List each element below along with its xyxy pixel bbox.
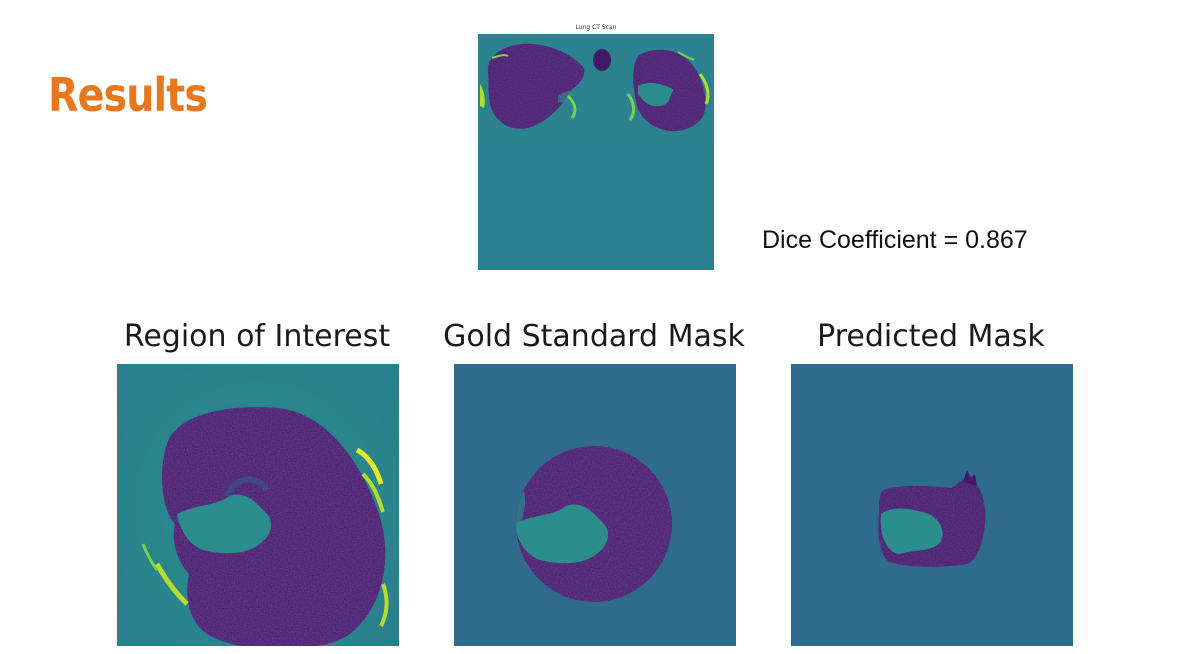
- gold-standard-mask-image: [454, 364, 736, 646]
- slide-title: Results: [48, 68, 208, 122]
- region-of-interest-title: Region of Interest: [123, 319, 391, 354]
- region-of-interest-image: [117, 364, 399, 646]
- ct-scan-title: Lung CT Scan: [575, 24, 617, 31]
- ct-scan-image: [478, 34, 714, 270]
- ct-scan-figure: Lung CT Scan: [478, 24, 714, 270]
- gold-standard-mask-panel: Gold Standard Mask: [429, 318, 759, 648]
- gold-standard-mask-title: Gold Standard Mask: [443, 319, 745, 354]
- predicted-mask-panel: Predicted Mask: [766, 318, 1096, 648]
- dice-coefficient-text: Dice Coefficient = 0.867: [762, 226, 1028, 254]
- predicted-mask-title: Predicted Mask: [817, 319, 1045, 354]
- predicted-mask-image: [791, 364, 1073, 646]
- region-of-interest-panel: Region of Interest: [92, 318, 422, 648]
